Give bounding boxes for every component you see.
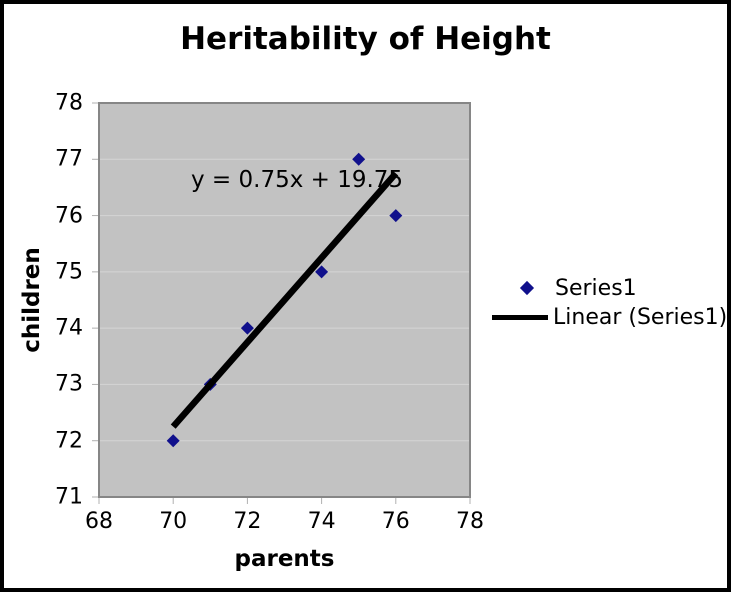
data-point-75-77 bbox=[352, 152, 366, 166]
series1-diamond-marker-icon bbox=[519, 280, 535, 296]
trendline bbox=[170, 171, 399, 429]
legend-item-series1: Series1 bbox=[492, 273, 727, 303]
x-axis-title: parents bbox=[234, 546, 335, 572]
data-point-72-74 bbox=[240, 321, 254, 335]
legend-linear-label: Linear (Series1) bbox=[553, 304, 728, 330]
legend-item-linear: Linear (Series1) bbox=[492, 303, 727, 331]
y-tick-label-74: 74 bbox=[55, 315, 83, 341]
x-tick-label-74: 74 bbox=[307, 509, 336, 534]
y-tick-label-75: 75 bbox=[55, 259, 83, 285]
y-tick-label-78: 78 bbox=[55, 90, 83, 116]
y-axis-title: children bbox=[19, 247, 45, 353]
legend-series1-label: Series1 bbox=[555, 275, 637, 301]
trendline-equation-label: y = 0.75x + 19.75 bbox=[191, 167, 404, 193]
x-tick-label-76: 76 bbox=[381, 509, 410, 534]
trendline-line-marker-icon bbox=[492, 314, 548, 320]
data-point-76-76 bbox=[389, 209, 403, 223]
y-tick-label-73: 73 bbox=[55, 371, 83, 397]
y-tick-label-77: 77 bbox=[55, 146, 83, 172]
x-tick-label-70: 70 bbox=[159, 509, 188, 534]
data-point-74-75 bbox=[315, 265, 329, 279]
data-point-70-72 bbox=[166, 434, 180, 448]
y-tick-label-76: 76 bbox=[55, 203, 83, 229]
y-tick-label-71: 71 bbox=[55, 484, 83, 510]
y-tick-label-72: 72 bbox=[55, 428, 83, 454]
x-tick-label-72: 72 bbox=[233, 509, 262, 534]
legend: Series1 Linear (Series1) bbox=[492, 273, 727, 331]
plot-area-svg bbox=[92, 102, 471, 504]
x-tick-label-68: 68 bbox=[85, 509, 113, 534]
chart-title: Heritability of Height bbox=[180, 21, 551, 57]
x-tick-label-78: 78 bbox=[456, 509, 484, 534]
